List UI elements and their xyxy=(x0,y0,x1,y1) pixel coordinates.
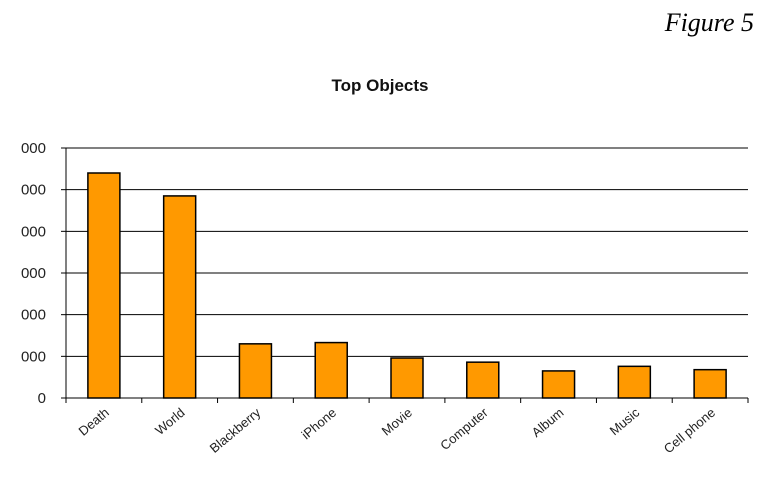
bar-computer xyxy=(466,361,500,399)
bar-blackberry xyxy=(238,343,273,399)
x-tick-label: Music xyxy=(607,404,643,438)
bar-world xyxy=(162,195,197,399)
bar-music xyxy=(617,365,652,399)
y-tick-label: 0 xyxy=(38,390,46,407)
x-tick-label: iPhone xyxy=(298,405,339,443)
bar-cell-phone xyxy=(693,368,727,399)
y-tick-label: 000 xyxy=(21,182,46,199)
x-tick-label: Album xyxy=(529,405,567,440)
y-tick-label: 000 xyxy=(21,265,46,282)
bar-iphone xyxy=(314,341,348,399)
y-tick-label: 000 xyxy=(21,307,46,324)
y-tick-label: 000 xyxy=(21,223,46,240)
bars xyxy=(87,172,727,399)
figure-caption: Figure 5 xyxy=(664,8,754,37)
bar-album xyxy=(541,370,576,399)
y-tick-label: 000 xyxy=(21,140,46,157)
x-tick-label: Computer xyxy=(437,404,491,453)
x-tick-label: Movie xyxy=(379,405,415,439)
x-tick-labels: Death World Blackberry iPhone Movie Computer A… xyxy=(76,404,718,456)
x-tick-label: Cell phone xyxy=(661,405,718,456)
chart-title: Top Objects xyxy=(331,76,429,95)
x-tick-label: World xyxy=(152,405,187,438)
x-tick-label: Death xyxy=(76,405,112,439)
bar-movie xyxy=(390,357,424,399)
x-tick-label: Blackberry xyxy=(207,404,264,455)
grid-lines xyxy=(66,147,748,357)
bar-death xyxy=(87,172,121,399)
y-tick-label: 000 xyxy=(21,348,46,365)
